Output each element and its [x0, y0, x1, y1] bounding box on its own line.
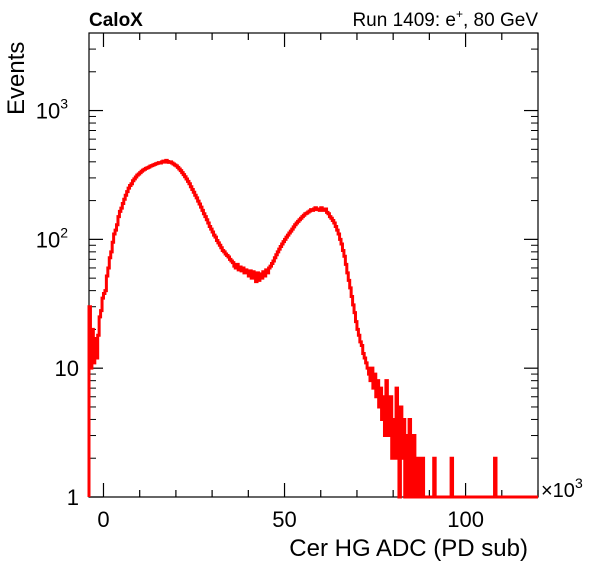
y-tick-label-base: 10 [36, 227, 60, 252]
y-tick-label-base: 10 [55, 356, 79, 381]
x-axis-ticks: 0 50 100 [97, 33, 539, 532]
header-right-sup: + [456, 7, 463, 21]
x-tick-label: 50 [272, 507, 296, 532]
y-tick-label-exp: 3 [60, 96, 68, 112]
x-tick-label: 100 [447, 507, 484, 532]
x-multiplier-base: ×10 [541, 480, 575, 502]
header-right-label: Run 1409: e+, 80 GeV [352, 7, 538, 31]
y-tick-label: 1 [67, 485, 79, 510]
x-tick-label: 0 [97, 507, 109, 532]
header-left-label: CaloX [89, 10, 143, 31]
y-tick-label-exp: 2 [60, 224, 68, 240]
header-right-suffix: , 80 GeV [463, 10, 538, 31]
y-tick-label-base: 1 [67, 485, 79, 510]
y-tick-label-base: 10 [36, 99, 60, 124]
y-tick-label: 103 [36, 96, 68, 124]
header-right-text: Run 1409: e [352, 10, 456, 31]
x-axis-title: Cer HG ADC (PD sub) [289, 535, 528, 562]
x-multiplier-exp: 3 [575, 475, 583, 491]
histogram-series-line [87, 158, 538, 499]
plot-frame [88, 32, 539, 498]
y-tick-label: 10 [55, 356, 79, 381]
y-tick-label: 102 [36, 224, 68, 252]
x-axis-multiplier: ×103 [541, 475, 583, 502]
y-axis-title: Events [3, 42, 30, 115]
